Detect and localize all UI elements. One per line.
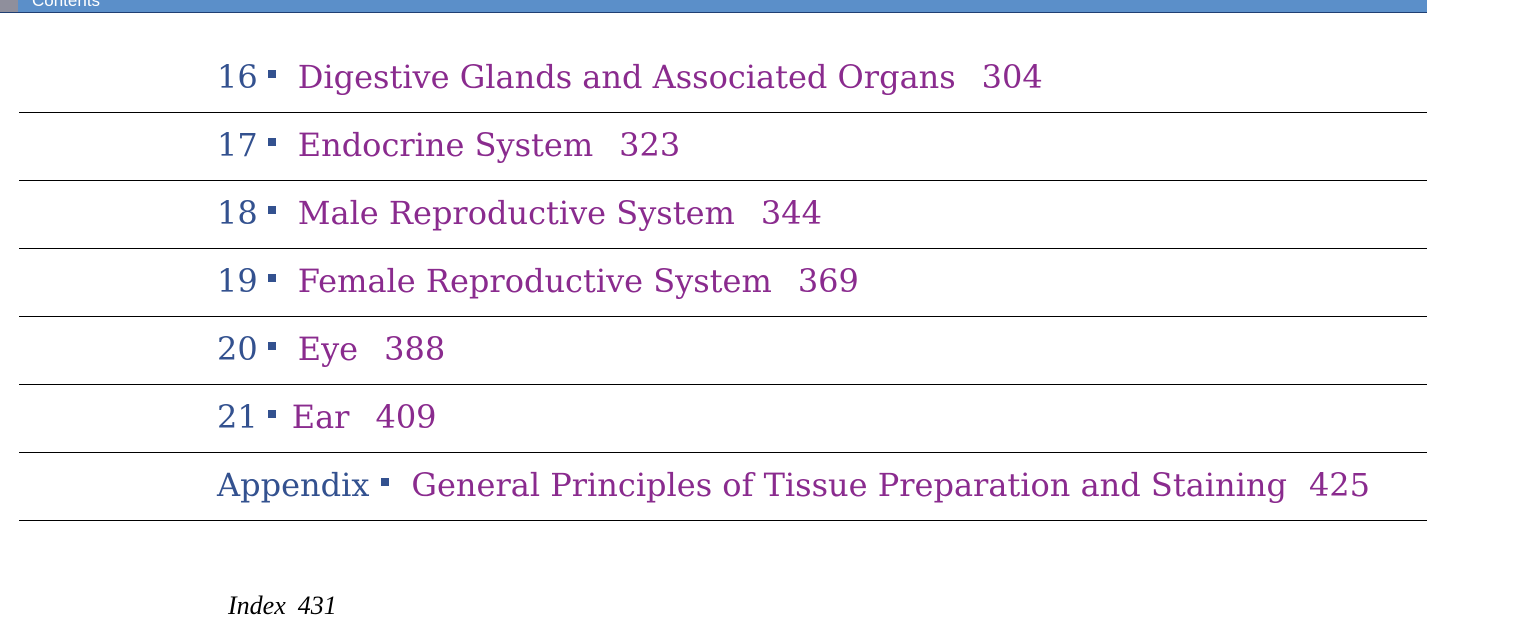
chapter-number: 16 (217, 58, 258, 96)
toc-row-17[interactable]: 17 Endocrine System 323 (19, 113, 1427, 181)
index-label: Index (228, 591, 286, 620)
appendix-label: Appendix (217, 466, 370, 504)
chapter-number: 19 (217, 262, 258, 300)
bullet-icon (267, 410, 276, 418)
chapter-title[interactable]: Ear (291, 398, 350, 436)
bullet-icon (267, 206, 276, 214)
chapter-page-number: 388 (384, 330, 446, 368)
chapter-number: 18 (217, 194, 258, 232)
chapter-title[interactable]: Male Reproductive System (297, 194, 735, 232)
chapter-title[interactable]: Eye (297, 330, 359, 368)
toc-row-20[interactable]: 20 Eye 388 (19, 317, 1427, 385)
chapter-title[interactable]: Endocrine System (297, 126, 594, 164)
appendix-page-number: 425 (1308, 466, 1371, 504)
bullet-icon (381, 478, 390, 486)
toc-row-18[interactable]: 18 Male Reproductive System 344 (19, 181, 1427, 249)
toc-row-21[interactable]: 21 Ear 409 (19, 385, 1427, 453)
chapter-title[interactable]: Female Reproductive System (297, 262, 772, 300)
chapter-page-number: 304 (981, 58, 1043, 96)
bullet-icon (267, 342, 276, 350)
index-page-number: 431 (297, 591, 337, 620)
chapter-number: 20 (217, 330, 258, 368)
index-entry[interactable]: Index 431 (228, 588, 337, 624)
bullet-icon (267, 138, 276, 146)
toc-row-19[interactable]: 19 Female Reproductive System 369 (19, 249, 1427, 317)
chapter-page-number: 369 (797, 262, 859, 300)
table-of-contents: 16 Digestive Glands and Associated Organ… (19, 45, 1427, 521)
bullet-icon (267, 70, 276, 78)
section-header-bar: Contents (0, 0, 1427, 13)
bullet-icon (267, 274, 276, 282)
chapter-page-number: 409 (375, 398, 437, 436)
chapter-number: 17 (217, 126, 258, 164)
chapter-page-number: 323 (619, 126, 681, 164)
toc-row-16[interactable]: 16 Digestive Glands and Associated Organ… (19, 45, 1427, 113)
chapter-title[interactable]: Digestive Glands and Associated Organs (297, 58, 956, 96)
section-header-label: Contents (32, 0, 101, 10)
appendix-title[interactable]: General Principles of Tissue Preparation… (411, 466, 1287, 504)
chapter-number: 21 (217, 398, 258, 436)
header-tab-marker (0, 0, 18, 12)
toc-row-appendix[interactable]: Appendix General Principles of Tissue Pr… (19, 453, 1427, 521)
chapter-page-number: 344 (760, 194, 822, 232)
